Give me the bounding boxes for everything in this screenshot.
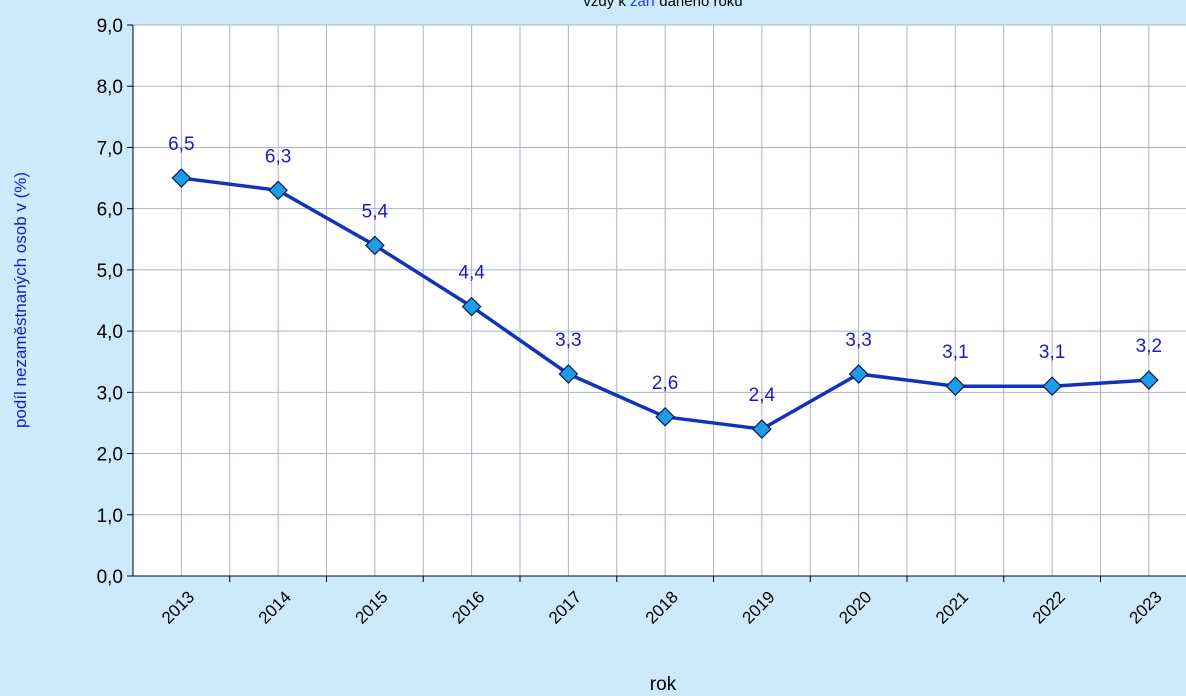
y-tick-label: 8,0 bbox=[97, 77, 123, 98]
y-tick-label: 6,0 bbox=[97, 200, 123, 221]
y-axis-label: podíl nezaměstnaných osob v (%) bbox=[11, 172, 30, 428]
marker bbox=[1042, 376, 1062, 397]
y-tick-label: 9,0 bbox=[97, 16, 123, 37]
x-tick-label: 2017 bbox=[545, 587, 585, 627]
y-tick-label: 4,0 bbox=[97, 322, 123, 343]
marker bbox=[171, 168, 192, 188]
x-axis-label: rok bbox=[650, 674, 677, 695]
x-tick-label: 2014 bbox=[255, 587, 295, 627]
y-tick-label: 2,0 bbox=[97, 445, 123, 466]
data-label: 3,3 bbox=[845, 330, 871, 351]
x-tick-label: 2020 bbox=[835, 587, 875, 627]
x-tick-label: 2022 bbox=[1029, 587, 1069, 627]
marker bbox=[365, 235, 385, 256]
y-tick-label: 3,0 bbox=[97, 383, 123, 404]
marker bbox=[558, 364, 579, 384]
marker bbox=[848, 364, 869, 384]
marker bbox=[655, 406, 675, 427]
data-label: 3,3 bbox=[555, 330, 581, 351]
subtitle-part: daného roku bbox=[655, 0, 743, 10]
marker bbox=[945, 376, 966, 397]
y-tick-label: 1,0 bbox=[97, 506, 123, 527]
marker bbox=[1139, 370, 1159, 390]
data-label: 6,5 bbox=[168, 134, 194, 155]
marker bbox=[461, 296, 482, 317]
marker bbox=[268, 180, 288, 201]
plot-area bbox=[133, 25, 1186, 576]
x-tick-label: 2016 bbox=[448, 587, 488, 627]
data-label: 4,4 bbox=[458, 263, 485, 284]
subtitle-part: vždy k bbox=[583, 0, 630, 10]
y-tick-label: 7,0 bbox=[97, 138, 123, 159]
data-label: 3,1 bbox=[942, 342, 968, 363]
chart-subtitle: vždy k září daného roku bbox=[583, 0, 742, 10]
data-label: 3,1 bbox=[1039, 342, 1065, 363]
x-tick-label: 2021 bbox=[932, 587, 972, 627]
y-tick-label: 5,0 bbox=[97, 261, 123, 282]
data-label: 2,6 bbox=[652, 373, 678, 394]
data-label: 5,4 bbox=[362, 201, 389, 222]
x-tick-label: 2015 bbox=[352, 587, 392, 627]
data-label: 2,4 bbox=[749, 385, 776, 406]
x-tick-label: 2013 bbox=[158, 587, 198, 627]
data-label: 3,2 bbox=[1136, 336, 1162, 357]
x-tick-label: 2018 bbox=[642, 587, 682, 627]
marker bbox=[752, 419, 772, 439]
subtitle-part: září bbox=[630, 0, 656, 10]
x-tick-label: 2019 bbox=[739, 587, 779, 627]
data-label: 6,3 bbox=[265, 146, 291, 167]
x-tick-label: 2023 bbox=[1126, 587, 1166, 627]
y-tick-label: 0,0 bbox=[97, 567, 123, 588]
